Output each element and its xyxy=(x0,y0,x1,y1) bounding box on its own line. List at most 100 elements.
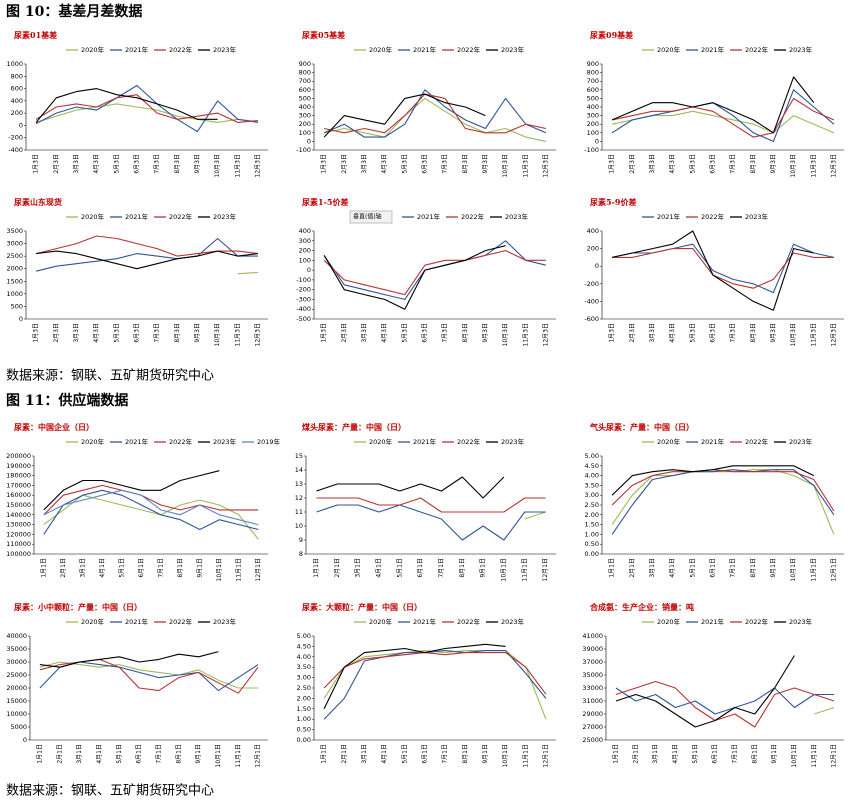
legend-label: 2021年 xyxy=(701,617,725,626)
legend-label: 2020年 xyxy=(81,45,105,54)
series-line xyxy=(35,88,218,123)
series-line xyxy=(611,465,815,496)
x-tick-label: 2月3日 xyxy=(629,154,636,174)
x-tick-label: 5月1日 xyxy=(118,558,125,578)
x-tick-label: 10月3日 xyxy=(502,323,509,346)
y-tick-label: 0 xyxy=(595,137,599,145)
x-tick-label: 9月3日 xyxy=(482,323,489,343)
series-line xyxy=(615,680,835,728)
y-tick-label: 15000 xyxy=(6,697,27,705)
y-tick-label: -200 xyxy=(296,286,311,294)
y-tick-label: 1.00 xyxy=(585,530,599,538)
legend-label: 2023年 xyxy=(789,437,813,446)
x-tick-label: 11月1日 xyxy=(522,744,529,767)
chart-title: 尿素山东现货 xyxy=(14,197,62,207)
y-tick-label: 130000 xyxy=(6,521,31,529)
x-tick-label: 3月3日 xyxy=(73,154,80,174)
x-tick-label: 11月3日 xyxy=(522,154,529,177)
legend-label: 2023年 xyxy=(789,45,813,54)
y-tick-label: 3.00 xyxy=(297,674,311,682)
x-tick-label: 2月1日 xyxy=(629,558,636,578)
chart-title: 尿素：小中颗粒：产量：中国（日） xyxy=(14,602,142,612)
series-line xyxy=(323,643,506,710)
legend-label: 2021年 xyxy=(125,45,149,54)
legend-label: 2020年 xyxy=(369,437,393,446)
legend-label: 2021年 xyxy=(701,437,725,446)
x-tick-label: 3月1日 xyxy=(649,558,656,578)
series-line xyxy=(35,235,258,257)
figure-source: 数据来源：钢联、五矿期货研究中心 xyxy=(6,368,214,384)
x-tick-label: 12月1日 xyxy=(831,744,838,767)
x-tick-label: 1月1日 xyxy=(321,744,328,764)
y-tick-label: 5000 xyxy=(10,723,27,731)
y-tick-label: 15 xyxy=(295,452,303,460)
x-tick-label: 6月3日 xyxy=(133,154,140,174)
y-tick-label: 1.50 xyxy=(585,521,599,529)
x-tick-label: 2月3日 xyxy=(629,323,636,343)
y-tick-label: 2000 xyxy=(6,265,23,273)
x-tick-label: 11月3日 xyxy=(234,154,241,177)
x-tick-label: 12月3日 xyxy=(254,323,261,346)
y-tick-label: 2.50 xyxy=(585,501,599,509)
legend-label: 2020年 xyxy=(369,617,393,626)
series-line xyxy=(323,652,547,695)
x-tick-label: 10月3日 xyxy=(790,323,797,346)
legend-label: 2021年 xyxy=(413,437,437,446)
y-tick-label: 1000 xyxy=(6,290,23,298)
y-tick-label: 800 xyxy=(299,69,311,77)
y-tick-label: 5.00 xyxy=(585,452,599,460)
y-tick-label: 400 xyxy=(587,103,599,111)
y-tick-label: 12 xyxy=(295,494,303,502)
series-line xyxy=(611,243,835,294)
x-tick-label: 7月1日 xyxy=(731,744,738,764)
x-tick-label: 4月3日 xyxy=(669,323,676,343)
x-tick-label: 11月3日 xyxy=(522,323,529,346)
y-tick-label: 200 xyxy=(11,109,23,117)
y-tick-label: 4.50 xyxy=(585,462,599,470)
series-line xyxy=(611,469,835,535)
legend-label: 2022年 xyxy=(169,617,193,626)
x-tick-label: 4月1日 xyxy=(99,558,106,578)
legend-label: 2023年 xyxy=(501,617,525,626)
y-tick-label: 600 xyxy=(587,86,599,94)
x-tick-label: 10月3日 xyxy=(214,323,221,346)
chart-title: 尿素09基差 xyxy=(590,30,633,40)
y-tick-label: 37000 xyxy=(582,658,603,666)
x-tick-label: 8月1日 xyxy=(462,744,469,764)
y-tick-label: 0.00 xyxy=(297,736,311,744)
x-tick-label: 8月1日 xyxy=(177,558,184,578)
series-line xyxy=(615,687,835,715)
y-tick-label: -100 xyxy=(296,276,311,284)
x-tick-label: 11月3日 xyxy=(234,323,241,346)
x-tick-label: 9月1日 xyxy=(196,558,203,578)
figure-title: 图 11：供应端数据 xyxy=(6,392,128,409)
x-tick-label: 2月3日 xyxy=(53,323,60,343)
x-tick-label: 1月1日 xyxy=(36,744,43,764)
legend-label: 2023年 xyxy=(789,617,813,626)
y-tick-label: 150000 xyxy=(6,501,31,509)
y-tick-label: 2.00 xyxy=(585,511,599,519)
series-line xyxy=(612,248,834,289)
chart-title: 尿素：中国企业（日） xyxy=(14,422,94,432)
x-tick-label: 12月3日 xyxy=(254,154,261,177)
figure-title: 图 10：基差月差数据 xyxy=(6,3,142,20)
y-tick-label: 0 xyxy=(307,137,311,145)
y-tick-label: -500 xyxy=(296,315,311,323)
x-tick-label: 7月3日 xyxy=(154,323,161,343)
legend-label: 2023年 xyxy=(213,45,237,54)
y-tick-label: 100 xyxy=(299,129,311,137)
y-tick-label: 700 xyxy=(299,77,311,85)
chart: 尿素01基差 2020年 2021年 2022年 2023年 -400 -200 0 200 40… xyxy=(6,30,268,177)
legend-label: 2022年 xyxy=(169,437,193,446)
x-tick-label: 4月3日 xyxy=(93,154,100,174)
legend-label: 2021年 xyxy=(417,212,441,221)
x-tick-label: 9月1日 xyxy=(482,744,489,764)
x-tick-label: 5月3日 xyxy=(401,323,408,343)
y-tick-label: 3000 xyxy=(6,240,23,248)
y-tick-label: 9 xyxy=(299,536,303,544)
x-tick-label: 9月1日 xyxy=(771,744,778,764)
legend-label: 2022年 xyxy=(701,212,725,221)
y-tick-label: -600 xyxy=(584,315,599,323)
x-tick-label: 3月1日 xyxy=(355,558,362,578)
x-tick-label: 1月3日 xyxy=(609,323,616,343)
